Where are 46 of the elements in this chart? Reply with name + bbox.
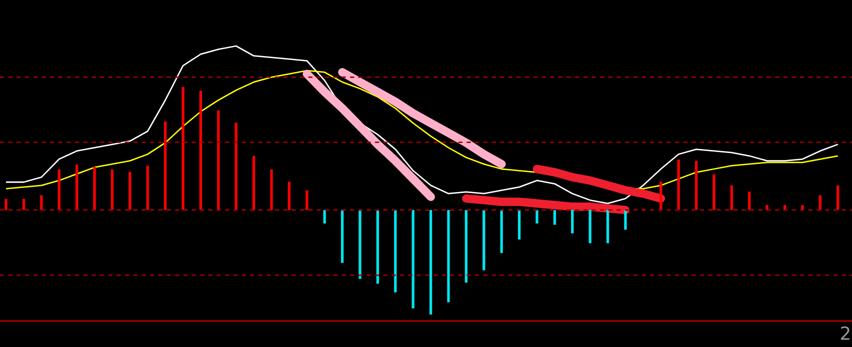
bar [553,210,556,225]
bar [412,210,414,308]
text: 2 [840,326,850,340]
bar [75,164,78,210]
bar [288,182,291,210]
bar [571,210,574,234]
bar [358,210,362,279]
bar [128,172,132,210]
bar [606,210,610,244]
bar [306,190,308,210]
bar [217,110,220,210]
bar [323,210,326,224]
bar [730,185,733,210]
bar [110,169,114,210]
bar [394,210,397,292]
bar [340,210,344,263]
bar [536,210,538,224]
bar [22,198,26,210]
bar [93,166,96,210]
bar [182,87,184,210]
bar [836,185,840,210]
bar [252,156,256,210]
bar [40,195,43,210]
bar [376,210,380,284]
bar [234,122,238,210]
bar [818,195,822,210]
bar [500,210,503,254]
bar [677,160,680,210]
bar [748,192,751,210]
bar [588,210,592,244]
bar [199,90,202,210]
bar [712,174,716,210]
bar [58,169,60,210]
bar [429,210,432,315]
bar [464,210,468,283]
bar [624,210,627,230]
bar [146,166,149,210]
bar [447,210,450,302]
bar [164,121,167,210]
bar [518,210,521,240]
bar [660,182,662,210]
bar [4,198,8,210]
bar [694,160,698,210]
bar [270,169,273,210]
bar [482,210,486,270]
bar [766,205,768,210]
